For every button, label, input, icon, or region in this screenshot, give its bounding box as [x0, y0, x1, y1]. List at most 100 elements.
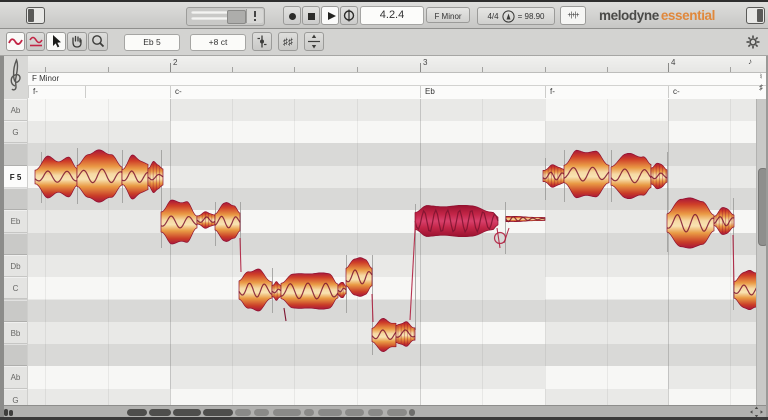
stop-button[interactable] — [302, 6, 320, 25]
cent-offset-display[interactable]: +8 ct — [190, 34, 246, 51]
pitch-row-label[interactable] — [4, 188, 27, 211]
zoom-tool-button[interactable] — [88, 32, 108, 51]
note-blob[interactable] — [214, 202, 241, 242]
pitch-row-label[interactable]: Bb — [4, 321, 27, 345]
note-blob[interactable] — [650, 162, 668, 190]
note-blob[interactable] — [505, 215, 546, 223]
natural-button[interactable]: ♮ — [759, 72, 763, 81]
overview-blob-dark[interactable] — [127, 409, 147, 416]
note-blob[interactable] — [610, 152, 652, 200]
note-blob[interactable] — [121, 154, 149, 200]
note-value-button[interactable]: ♪ — [748, 57, 752, 66]
overview-blob[interactable] — [273, 409, 301, 416]
overview-blob[interactable] — [304, 409, 314, 416]
chord-cell[interactable]: f- — [28, 86, 85, 98]
note-blob[interactable] — [238, 268, 273, 312]
clef-selector[interactable] — [4, 56, 29, 100]
zoom-slider-control[interactable] — [186, 7, 265, 26]
timeline-ruler[interactable]: 2 3 4 — [28, 56, 768, 73]
record-button[interactable] — [283, 6, 301, 25]
note-blob[interactable] — [733, 269, 757, 311]
note-assignment-button[interactable]: +|+|+ — [560, 6, 586, 25]
note-blob[interactable] — [395, 321, 416, 347]
pitch-row-label[interactable]: Db — [4, 254, 27, 278]
overview-blob-dark[interactable] — [149, 409, 171, 416]
pitch-stripe — [668, 143, 757, 166]
pitch-row-label[interactable] — [4, 143, 27, 166]
pitch-tool-button[interactable] — [26, 32, 45, 51]
pitch-row-label[interactable]: C — [4, 277, 27, 300]
pitch-connector — [239, 237, 242, 273]
slider-detail-button[interactable] — [246, 9, 263, 23]
overview-thumb-end[interactable] — [409, 409, 415, 416]
pitch-row-label[interactable]: G — [4, 121, 27, 144]
note-blob[interactable] — [414, 204, 499, 238]
note-blob[interactable] — [76, 149, 123, 203]
pitch-ruler[interactable]: Ab G F 5 Eb Db C Bb Ab G — [4, 99, 28, 405]
sharp-button[interactable]: ♯ — [759, 83, 763, 92]
note-blob[interactable] — [542, 164, 565, 188]
tempo-value[interactable]: = 98.90 — [517, 11, 545, 21]
chord-cell[interactable]: Eb — [420, 86, 545, 98]
hand-tool-button[interactable] — [67, 32, 87, 51]
note-blob[interactable] — [666, 197, 715, 249]
pitch-stripe — [668, 344, 757, 367]
pitch-row-label[interactable] — [4, 232, 27, 255]
overview-blob-dark[interactable] — [173, 409, 201, 416]
overview-blob[interactable] — [254, 409, 269, 416]
scale-snap-button[interactable]: ♯♯ — [278, 32, 298, 51]
pitch-row-label[interactable] — [4, 299, 27, 322]
time-signature[interactable]: 4/4 — [487, 11, 499, 21]
pitch-row-label[interactable]: F 5 — [4, 165, 27, 188]
chord-cell[interactable]: c- — [668, 86, 757, 98]
chord-cell[interactable]: f- — [545, 86, 668, 98]
cycle-button[interactable] — [340, 6, 358, 25]
pitch-stripe — [170, 188, 420, 211]
note-blob[interactable] — [147, 161, 164, 193]
pitch-row-label[interactable] — [4, 344, 27, 367]
pitch-row-label[interactable]: Ab — [4, 366, 27, 389]
settings-button[interactable] — [746, 35, 760, 49]
chord-track[interactable]: f-c- Eb f-c- — [28, 86, 768, 100]
stop-icon — [308, 13, 315, 20]
note-blob[interactable] — [563, 149, 610, 199]
note-blob[interactable] — [271, 281, 282, 301]
key-button[interactable]: F Minor — [426, 7, 470, 23]
overview-scrollbar[interactable] — [0, 405, 768, 418]
overview-blob-dark[interactable] — [203, 409, 233, 416]
main-tool-button[interactable] — [6, 32, 25, 51]
note-blob[interactable] — [196, 211, 216, 229]
note-blob[interactable] — [345, 257, 373, 297]
note-blob[interactable] — [713, 207, 735, 235]
note-pitch-display[interactable]: Eb 5 — [124, 34, 180, 51]
toggle-right-panel-button[interactable] — [746, 7, 765, 24]
pitch-swirl — [493, 231, 507, 245]
toggle-left-panel-button[interactable] — [26, 7, 45, 24]
note-editor-canvas[interactable] — [0, 99, 768, 405]
pitch-snap-button[interactable] — [252, 32, 272, 51]
overview-blob[interactable] — [368, 409, 383, 416]
chord-cell[interactable] — [85, 86, 170, 98]
chord-cell[interactable]: c- — [170, 86, 420, 98]
note-blob[interactable] — [280, 272, 339, 322]
pitch-row-label[interactable]: G — [4, 388, 27, 405]
overview-blob[interactable] — [345, 409, 364, 416]
tempo-control[interactable]: 4/4 = 98.90 — [477, 7, 555, 25]
time-snap-button[interactable] — [304, 32, 324, 51]
slider-track-top[interactable] — [191, 11, 243, 14]
arrow-tool-button[interactable] — [46, 32, 66, 51]
note-blob[interactable] — [337, 281, 347, 299]
overview-blob[interactable] — [387, 409, 407, 416]
position-display[interactable]: 4.2.4 — [360, 6, 424, 25]
play-button[interactable] — [321, 6, 339, 25]
pitch-row-label[interactable]: Ab — [4, 99, 27, 122]
zoom-drag-icon[interactable] — [749, 406, 764, 418]
overview-blob[interactable] — [235, 409, 251, 416]
slider-track-bottom[interactable] — [191, 17, 243, 20]
note-blob[interactable] — [371, 318, 397, 352]
pitch-row-label[interactable]: Eb — [4, 210, 27, 233]
overview-blob[interactable] — [318, 409, 342, 416]
note-blob[interactable] — [160, 199, 198, 245]
key-track[interactable]: F Minor — [28, 73, 768, 86]
slider-handle[interactable] — [227, 10, 246, 24]
